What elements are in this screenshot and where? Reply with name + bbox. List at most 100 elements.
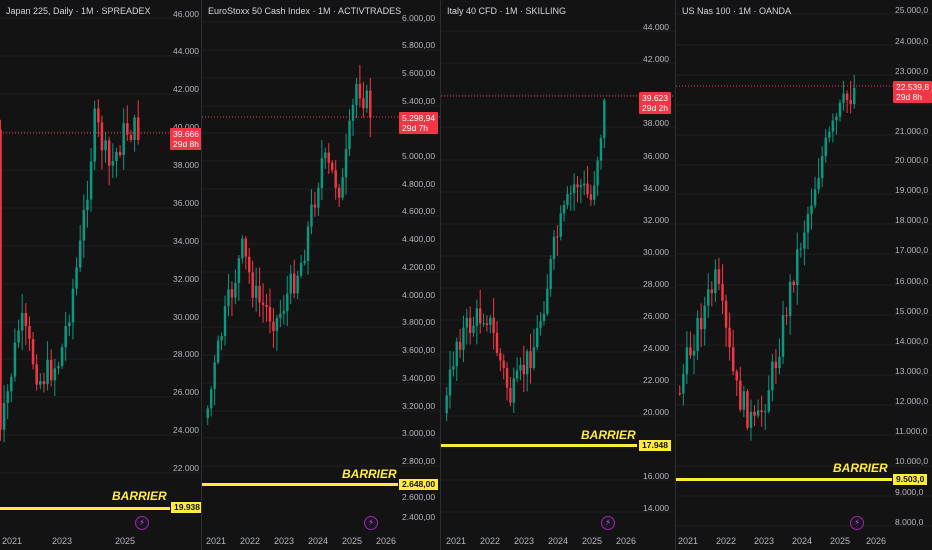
candle-body <box>596 160 599 186</box>
chart-title: EuroStoxx 50 Cash Index · 1M · ACTIVTRAD… <box>208 6 402 16</box>
candle-body <box>556 236 559 238</box>
candle-body <box>771 361 774 391</box>
y-tick: 30.000 <box>173 312 199 322</box>
candle-body <box>707 289 710 306</box>
candle-body <box>685 347 689 375</box>
barrier-label: BARRIER <box>342 467 397 481</box>
candle-body <box>334 170 337 188</box>
y-tick: 16.000 <box>643 471 669 481</box>
y-tick: 5.800,00 <box>402 40 436 50</box>
y-tick: 20.000 <box>643 407 669 417</box>
candle-body <box>589 194 593 200</box>
candle-body <box>559 213 562 237</box>
candle-body <box>803 232 806 249</box>
x-tick: 2022 <box>240 536 261 546</box>
x-tick: 2024 <box>548 536 569 546</box>
candle-body <box>64 326 67 348</box>
candle-body <box>739 380 742 410</box>
candle-body <box>292 273 296 294</box>
candle-body <box>710 289 714 294</box>
candle-body <box>24 313 28 327</box>
y-tick: 3.200,00 <box>402 401 436 411</box>
x-tick: 2021 <box>2 536 23 546</box>
candle-body <box>122 123 125 156</box>
y-tick: 24.000 <box>643 343 669 353</box>
x-tick: 2023 <box>274 536 295 546</box>
y-tick: 36.000 <box>643 151 669 161</box>
last-price-value: 39.623 <box>642 93 668 103</box>
candle-body <box>499 352 502 361</box>
candle-body <box>721 283 724 301</box>
y-tick: 38.000 <box>643 118 669 128</box>
candle-body <box>279 313 282 319</box>
panel-divider[interactable] <box>201 0 202 550</box>
candle-body <box>760 410 763 413</box>
candle-body <box>275 318 279 332</box>
candle-body <box>68 322 71 327</box>
lightning-icon[interactable]: ⚡ <box>601 516 615 530</box>
y-tick: 28.000 <box>643 279 669 289</box>
candle-body <box>529 351 532 368</box>
candle-body <box>696 317 699 351</box>
candle-body <box>522 364 526 375</box>
x-tick: 2024 <box>792 536 813 546</box>
candle-body <box>781 315 785 357</box>
last-price-tag: 39.666 29d 8h <box>170 128 201 150</box>
candle-body <box>306 226 310 261</box>
bar-countdown: 29d 8h <box>896 92 922 102</box>
candle-body <box>549 259 552 289</box>
candle-body <box>129 134 133 140</box>
y-tick: 36.000 <box>173 198 199 208</box>
candle-body <box>842 93 845 103</box>
candle-body <box>785 315 788 317</box>
y-tick: 4.600,00 <box>402 206 436 216</box>
candles-italy40 <box>441 30 675 513</box>
bar-countdown: 29d 7h <box>402 123 428 133</box>
candle-body <box>10 376 13 392</box>
candle-body <box>586 183 589 195</box>
panel-divider[interactable] <box>440 0 441 550</box>
lightning-icon[interactable]: ⚡ <box>364 516 378 530</box>
candle-body <box>525 351 529 375</box>
lightning-icon[interactable]: ⚡ <box>850 516 864 530</box>
candle-body <box>724 300 728 328</box>
candle-body <box>831 120 835 132</box>
candle-body <box>234 282 237 298</box>
candle-body <box>89 161 93 200</box>
candle-body <box>71 288 75 323</box>
panel-divider[interactable] <box>675 0 676 550</box>
candle-body <box>465 317 469 328</box>
bar-countdown: 29d 8h <box>173 139 199 149</box>
y-tick: 44.000 <box>643 22 669 32</box>
y-tick: 42.000 <box>643 54 669 64</box>
barrier-label: BARRIER <box>833 461 888 475</box>
candle-body <box>324 152 327 159</box>
chart-panel-italy40[interactable]: Italy 40 CFD · 1M · SKILLING 44.000 42.0… <box>441 0 675 550</box>
chart-panel-nas100[interactable]: US Nas 100 · 1M · OANDA 25.000,0 24.000,… <box>676 0 932 550</box>
chart-panel-japan225[interactable]: Japan 225, Daily · 1M · SPREADEX 46.000 … <box>0 0 201 550</box>
candle-body <box>35 364 38 385</box>
candle-body <box>369 90 372 118</box>
x-tick: 2022 <box>480 536 501 546</box>
candle-body <box>813 189 817 206</box>
candle-body <box>796 249 799 285</box>
y-tick: 34.000 <box>173 236 199 246</box>
barrier-price-tag: 19.938 <box>171 502 201 513</box>
x-tick: 2021 <box>678 536 699 546</box>
x-tick: 2026 <box>376 536 397 546</box>
candle-body <box>462 327 465 350</box>
candle-body <box>820 156 824 179</box>
candle-body <box>828 131 831 138</box>
lightning-icon[interactable]: ⚡ <box>135 516 149 530</box>
chart-panel-eurostoxx50[interactable]: EuroStoxx 50 Cash Index · 1M · ACTIVTRAD… <box>202 0 440 550</box>
candle-body <box>348 120 351 150</box>
candle-body <box>251 272 254 298</box>
y-tick: 3.000,00 <box>402 428 436 438</box>
candle-body <box>49 359 53 381</box>
candle-body <box>13 342 17 377</box>
candle-body <box>582 183 586 186</box>
candle-body <box>599 137 603 161</box>
candle-body <box>689 347 692 356</box>
candle-body <box>519 364 522 371</box>
candle-body <box>209 389 213 409</box>
